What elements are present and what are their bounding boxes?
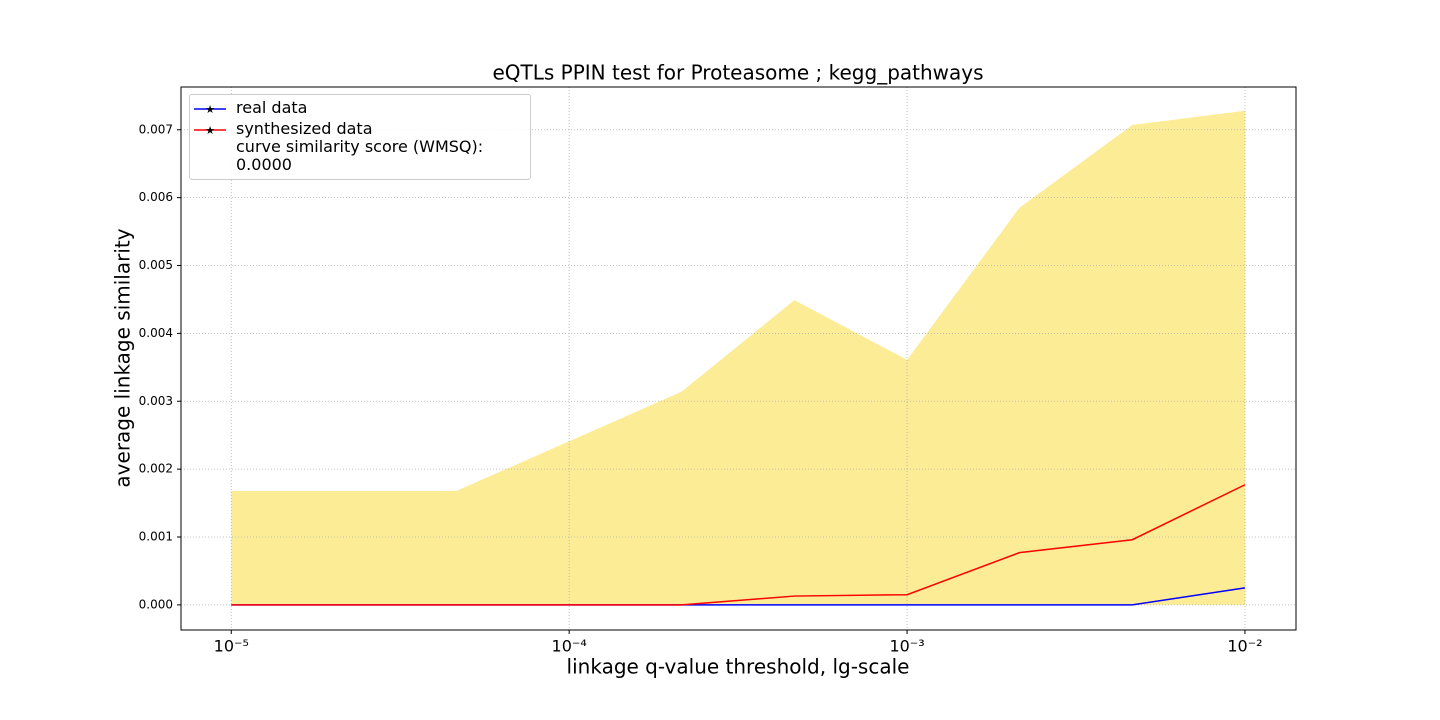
x-tick-label: 10⁻⁵ [214,637,249,656]
svg-text:★: ★ [205,124,215,137]
legend-entry: ★ real data [190,99,530,119]
y-axis-label: average linkage similarity [111,228,135,487]
x-axis-label: linkage q-value threshold, lg-scale [567,655,910,679]
chart-title: eQTLs PPIN test for Proteasome ; kegg_pa… [492,61,983,85]
x-tick-label: 10⁻² [1227,637,1262,656]
y-tick-label: 0.004 [139,326,173,340]
y-tick-label: 0.003 [139,394,173,408]
legend: ★ real data ★ synthesized data curve simila… [189,94,531,180]
line [231,484,1246,606]
legend-entry: ★ synthesized data curve similarity score… [190,120,530,174]
y-tick-label: 0.002 [139,462,173,476]
legend-label: real data [236,98,308,117]
band [231,110,1245,605]
legend-sample: ★ [194,103,226,116]
legend-label: synthesized data curve similarity score … [236,119,484,174]
y-tick-label: 0.000 [139,597,173,611]
axes-frame [180,86,1297,631]
y-tick-label: 0.005 [139,258,173,272]
svg-text:★: ★ [205,103,215,116]
y-tick-label: 0.001 [139,530,173,544]
legend-sample: ★ [194,124,226,137]
y-tick-label: 0.006 [139,190,173,204]
y-tick-label: 0.007 [139,122,173,136]
x-tick-label: 10⁻⁴ [552,637,587,656]
x-tick-label: 10⁻³ [889,637,924,656]
